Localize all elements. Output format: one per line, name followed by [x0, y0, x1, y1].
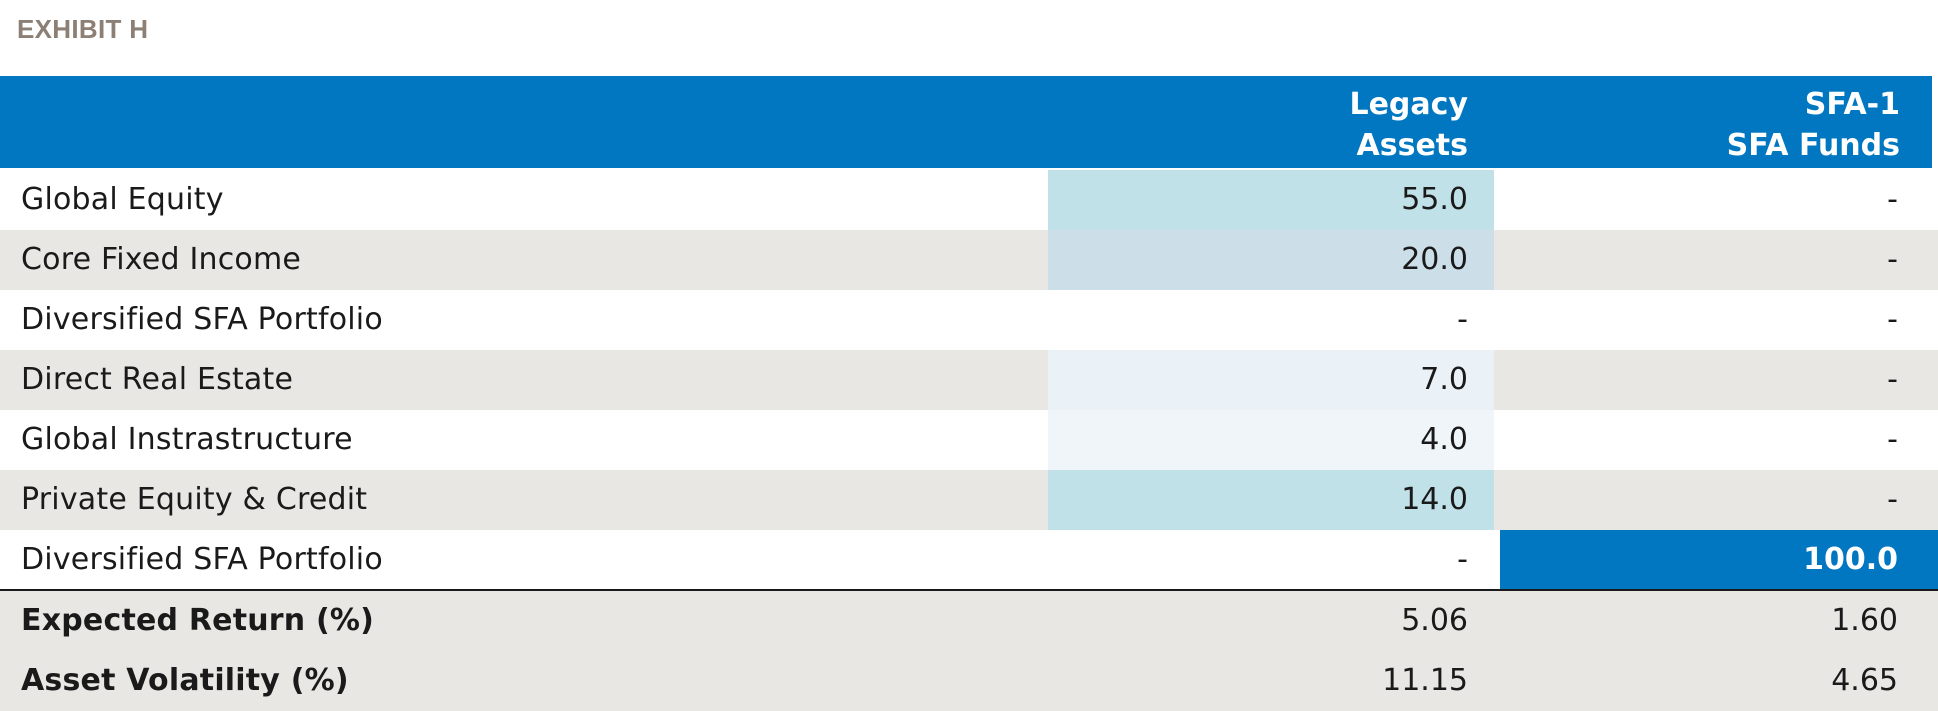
sfa-value: - — [1887, 422, 1898, 457]
column-header-sfa-funds: SFA-1 SFA Funds — [1727, 84, 1900, 166]
row-label: Direct Real Estate — [21, 362, 294, 397]
table-row: Global Equity 55.0 - — [0, 170, 1938, 230]
legacy-value: - — [1457, 542, 1468, 577]
table-row: Core Fixed Income 20.0 - — [0, 230, 1938, 290]
legacy-value: 55.0 — [1048, 170, 1494, 230]
legacy-value: - — [1457, 302, 1468, 337]
summary-label: Asset Volatility (%) — [21, 663, 349, 698]
column-header-legacy-assets: Legacy Assets — [1349, 84, 1468, 166]
exhibit-label: EXHIBIT H — [17, 14, 149, 44]
row-label: Core Fixed Income — [21, 242, 302, 277]
sfa-value: - — [1887, 242, 1898, 277]
sfa-value: - — [1887, 362, 1898, 397]
header-edge — [1932, 76, 1938, 168]
summary-divider — [0, 589, 1938, 591]
row-label: Global Equity — [21, 182, 224, 217]
sfa-value: 100.0 — [1500, 530, 1938, 590]
sfa-value: - — [1887, 482, 1898, 517]
table-row: Global Instrastructure 4.0 - — [0, 410, 1938, 470]
legacy-value: 11.15 — [1382, 663, 1468, 698]
column-header-sfa-line1: SFA-1 — [1804, 87, 1900, 122]
row-label: Global Instrastructure — [21, 422, 353, 457]
column-header-sfa-line2: SFA Funds — [1726, 128, 1900, 163]
summary-row-asset-volatility: Asset Volatility (%) 11.15 4.65 — [0, 651, 1938, 711]
column-header-legacy-line1: Legacy — [1349, 87, 1468, 122]
column-header-legacy-line2: Assets — [1356, 128, 1468, 163]
sfa-value: - — [1887, 302, 1898, 337]
legacy-value: 14.0 — [1048, 470, 1494, 530]
sfa-value: 4.65 — [1831, 663, 1898, 698]
legacy-value: 4.0 — [1048, 410, 1494, 470]
row-label: Private Equity & Credit — [21, 482, 368, 517]
summary-label: Expected Return (%) — [21, 603, 375, 638]
legacy-value: 20.0 — [1048, 230, 1494, 290]
row-label: Diversified SFA Portfolio — [21, 302, 383, 337]
legacy-value: 5.06 — [1401, 603, 1468, 638]
table-row: Private Equity & Credit 14.0 - — [0, 470, 1938, 530]
table-row: Diversified SFA Portfolio - - — [0, 290, 1938, 350]
row-label: Diversified SFA Portfolio — [21, 542, 383, 577]
legacy-value: 7.0 — [1048, 350, 1494, 410]
sfa-value: - — [1887, 182, 1898, 217]
table-row: Diversified SFA Portfolio - 100.0 — [0, 530, 1938, 590]
sfa-value: 1.60 — [1831, 603, 1898, 638]
table-row: Direct Real Estate 7.0 - — [0, 350, 1938, 410]
summary-row-expected-return: Expected Return (%) 5.06 1.60 — [0, 591, 1938, 651]
table-header: Legacy Assets SFA-1 SFA Funds — [0, 76, 1938, 168]
